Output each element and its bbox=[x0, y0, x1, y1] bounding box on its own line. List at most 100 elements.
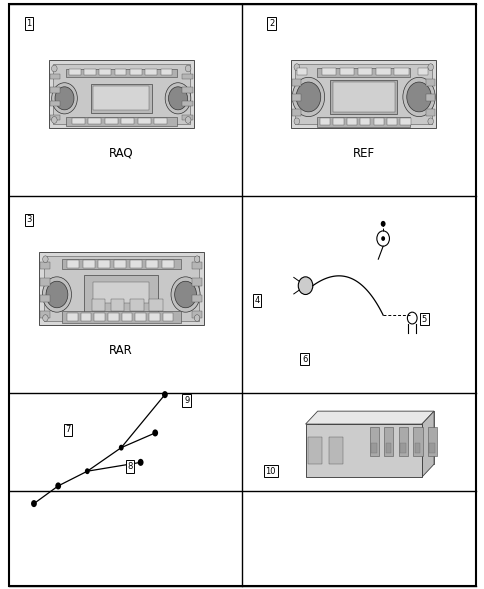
Circle shape bbox=[152, 429, 158, 436]
Bar bbox=[383, 427, 393, 456]
Bar bbox=[48, 61, 194, 128]
Text: REF: REF bbox=[352, 147, 374, 160]
Circle shape bbox=[380, 236, 384, 241]
Bar bbox=[417, 68, 427, 75]
Circle shape bbox=[194, 315, 199, 322]
Circle shape bbox=[380, 221, 385, 227]
Text: 1: 1 bbox=[27, 19, 31, 28]
Bar bbox=[40, 262, 50, 270]
Bar bbox=[114, 69, 126, 75]
Circle shape bbox=[292, 77, 324, 117]
Bar bbox=[130, 69, 141, 75]
Circle shape bbox=[402, 77, 434, 117]
Bar bbox=[393, 68, 408, 75]
Polygon shape bbox=[421, 411, 433, 477]
Bar bbox=[162, 260, 173, 267]
Circle shape bbox=[376, 231, 389, 246]
Bar bbox=[307, 437, 321, 464]
Circle shape bbox=[55, 87, 74, 110]
Text: RAR: RAR bbox=[109, 344, 133, 357]
Bar bbox=[339, 68, 353, 75]
Bar bbox=[84, 69, 95, 75]
Circle shape bbox=[51, 117, 57, 123]
Bar bbox=[292, 109, 301, 116]
Bar bbox=[91, 84, 151, 112]
Bar bbox=[399, 444, 405, 453]
Bar bbox=[376, 68, 390, 75]
Bar bbox=[182, 101, 192, 107]
Circle shape bbox=[293, 118, 299, 125]
Bar bbox=[50, 87, 60, 93]
Circle shape bbox=[51, 65, 57, 72]
Circle shape bbox=[119, 445, 123, 451]
Bar bbox=[111, 299, 124, 311]
Bar bbox=[346, 118, 356, 125]
Bar bbox=[107, 313, 119, 322]
Circle shape bbox=[52, 82, 77, 114]
Bar bbox=[398, 427, 407, 456]
Circle shape bbox=[185, 117, 191, 123]
Bar bbox=[50, 74, 60, 80]
Bar bbox=[317, 411, 433, 464]
Bar bbox=[91, 299, 105, 311]
Circle shape bbox=[55, 482, 61, 489]
Bar bbox=[93, 87, 149, 110]
Bar bbox=[319, 118, 330, 125]
Bar bbox=[149, 299, 163, 311]
Bar bbox=[427, 427, 436, 456]
Bar bbox=[93, 282, 149, 303]
Circle shape bbox=[43, 315, 48, 322]
Circle shape bbox=[162, 391, 167, 398]
Bar bbox=[182, 74, 192, 80]
Circle shape bbox=[85, 468, 90, 474]
Circle shape bbox=[296, 82, 320, 112]
Polygon shape bbox=[305, 411, 433, 424]
Bar bbox=[321, 68, 335, 75]
Bar bbox=[412, 427, 422, 456]
Bar bbox=[40, 294, 50, 302]
Bar bbox=[137, 118, 151, 124]
Bar bbox=[160, 69, 172, 75]
Circle shape bbox=[293, 64, 299, 71]
Bar bbox=[121, 118, 134, 124]
Bar bbox=[328, 437, 342, 464]
Circle shape bbox=[43, 256, 48, 263]
Circle shape bbox=[427, 118, 433, 125]
Circle shape bbox=[42, 277, 71, 312]
Bar bbox=[386, 118, 396, 125]
Circle shape bbox=[171, 277, 200, 312]
Bar bbox=[192, 294, 202, 302]
Bar bbox=[66, 117, 176, 126]
Bar bbox=[50, 101, 60, 107]
Bar bbox=[333, 118, 343, 125]
Bar bbox=[414, 444, 420, 453]
Circle shape bbox=[194, 256, 199, 263]
Bar bbox=[105, 118, 118, 124]
Bar bbox=[400, 118, 410, 125]
Bar bbox=[121, 313, 132, 322]
Bar bbox=[53, 64, 189, 124]
Bar bbox=[428, 444, 434, 453]
Bar bbox=[332, 82, 394, 111]
Bar bbox=[162, 313, 173, 322]
Circle shape bbox=[168, 87, 187, 110]
Bar bbox=[145, 69, 156, 75]
Text: 9: 9 bbox=[184, 396, 189, 405]
Bar bbox=[317, 68, 409, 77]
Text: 7: 7 bbox=[65, 425, 71, 435]
Bar bbox=[39, 252, 203, 325]
Text: 8: 8 bbox=[127, 462, 133, 471]
Bar bbox=[296, 68, 306, 75]
Bar bbox=[373, 118, 383, 125]
Text: RAQ: RAQ bbox=[109, 147, 133, 160]
Circle shape bbox=[165, 82, 190, 114]
Bar bbox=[317, 117, 409, 127]
Bar bbox=[114, 260, 126, 267]
Bar bbox=[192, 279, 202, 286]
Bar bbox=[99, 69, 111, 75]
Bar bbox=[149, 313, 159, 322]
Bar bbox=[62, 312, 180, 323]
Text: 10: 10 bbox=[265, 466, 275, 476]
Bar bbox=[425, 109, 434, 116]
Text: 4: 4 bbox=[254, 296, 259, 305]
